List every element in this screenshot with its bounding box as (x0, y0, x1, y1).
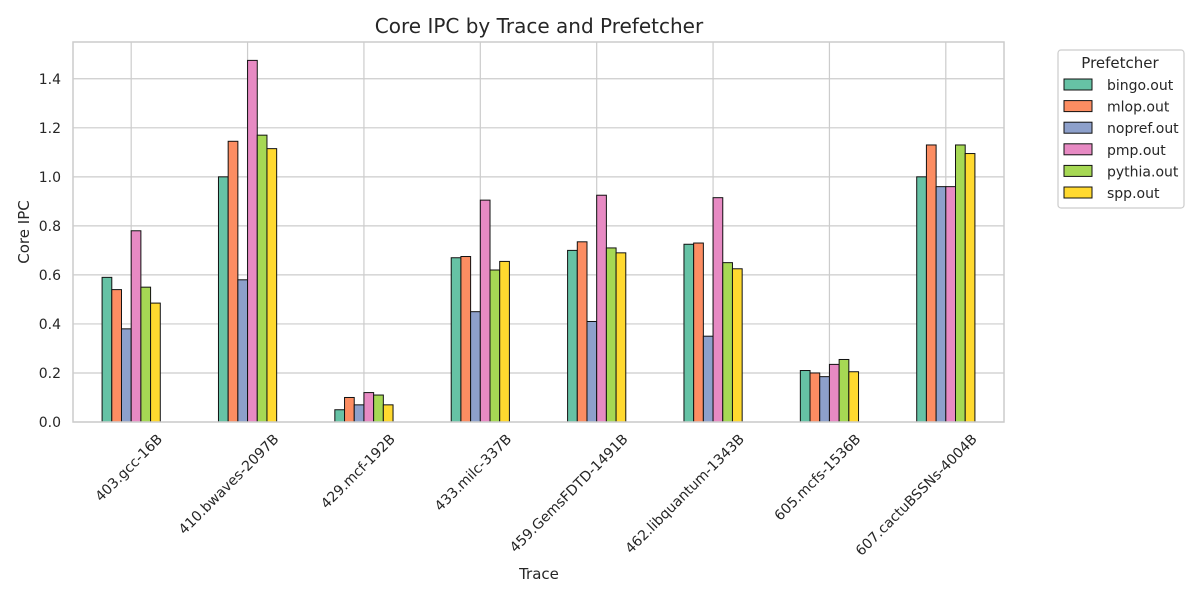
x-axis-label: Trace (518, 565, 559, 583)
bar (819, 376, 830, 423)
legend-swatch (1063, 78, 1093, 91)
y-tick-label: 0.2 (39, 366, 61, 382)
legend-title: Prefetcher (1081, 54, 1159, 72)
bar (237, 279, 249, 423)
y-axis-label: Core IPC (15, 200, 33, 263)
bar (111, 289, 122, 423)
legend-label: pythia.out (1107, 164, 1179, 180)
bar (460, 256, 472, 423)
legend-label: mlop.out (1107, 100, 1170, 116)
bar (450, 257, 462, 423)
chart-title: Core IPC by Trace and Prefetcher (375, 14, 704, 38)
bar (964, 153, 976, 423)
bar (955, 144, 966, 423)
bar (567, 249, 578, 423)
plot-frame (72, 41, 1005, 423)
bar (373, 394, 384, 423)
legend-swatch (1063, 186, 1093, 199)
bar (586, 320, 598, 423)
bar (499, 260, 510, 423)
bar (935, 186, 947, 423)
bar (605, 247, 617, 423)
bar (615, 252, 627, 423)
bar (247, 59, 258, 423)
bar (838, 358, 850, 423)
bar (799, 370, 811, 423)
bar (101, 276, 113, 423)
bar (576, 241, 588, 423)
bar (256, 134, 268, 423)
bar (596, 194, 607, 423)
y-tick-label: 0.4 (39, 317, 61, 333)
legend-label: spp.out (1107, 186, 1160, 202)
bar (140, 286, 152, 423)
bar (702, 335, 714, 423)
legend-label: nopref.out (1107, 121, 1179, 137)
y-tick-label: 1.4 (39, 72, 61, 88)
bar (150, 302, 161, 423)
bar (712, 197, 724, 423)
bar (363, 392, 375, 423)
bar (916, 176, 927, 423)
y-tick-label: 1.0 (39, 170, 61, 186)
bar (334, 409, 346, 423)
bar (479, 199, 491, 423)
bar (266, 148, 278, 423)
bar (353, 404, 365, 423)
bar (925, 144, 937, 423)
bar (227, 140, 239, 423)
bar (489, 269, 501, 423)
bar (693, 242, 704, 423)
legend-swatch (1063, 121, 1093, 134)
legend-swatch (1063, 143, 1093, 156)
legend-label: pmp.out (1107, 143, 1166, 159)
bar (120, 328, 132, 423)
y-tick-label: 0.6 (39, 268, 61, 284)
legend-swatch (1063, 164, 1093, 177)
bar (809, 372, 821, 423)
bar (945, 186, 957, 423)
legend-items: bingo.out mlop.out nopref.out pmp.out pythia… (1063, 78, 1179, 202)
y-tick-label: 0.8 (39, 219, 61, 235)
bar (217, 176, 229, 423)
legend-label: bingo.out (1107, 78, 1174, 94)
bar (828, 363, 840, 423)
bar (130, 230, 142, 423)
bar (382, 404, 394, 423)
legend-swatch (1063, 100, 1093, 113)
bar (344, 396, 355, 423)
bar (683, 243, 695, 423)
bar (722, 262, 733, 423)
y-tick-label: 1.2 (39, 121, 61, 137)
y-tick-label: 0.0 (39, 415, 61, 431)
bar (731, 268, 743, 423)
bar (848, 371, 860, 423)
legend: Prefetcher bingo.out mlop.out nopref.out pm… (1057, 49, 1185, 209)
bar (470, 311, 481, 423)
